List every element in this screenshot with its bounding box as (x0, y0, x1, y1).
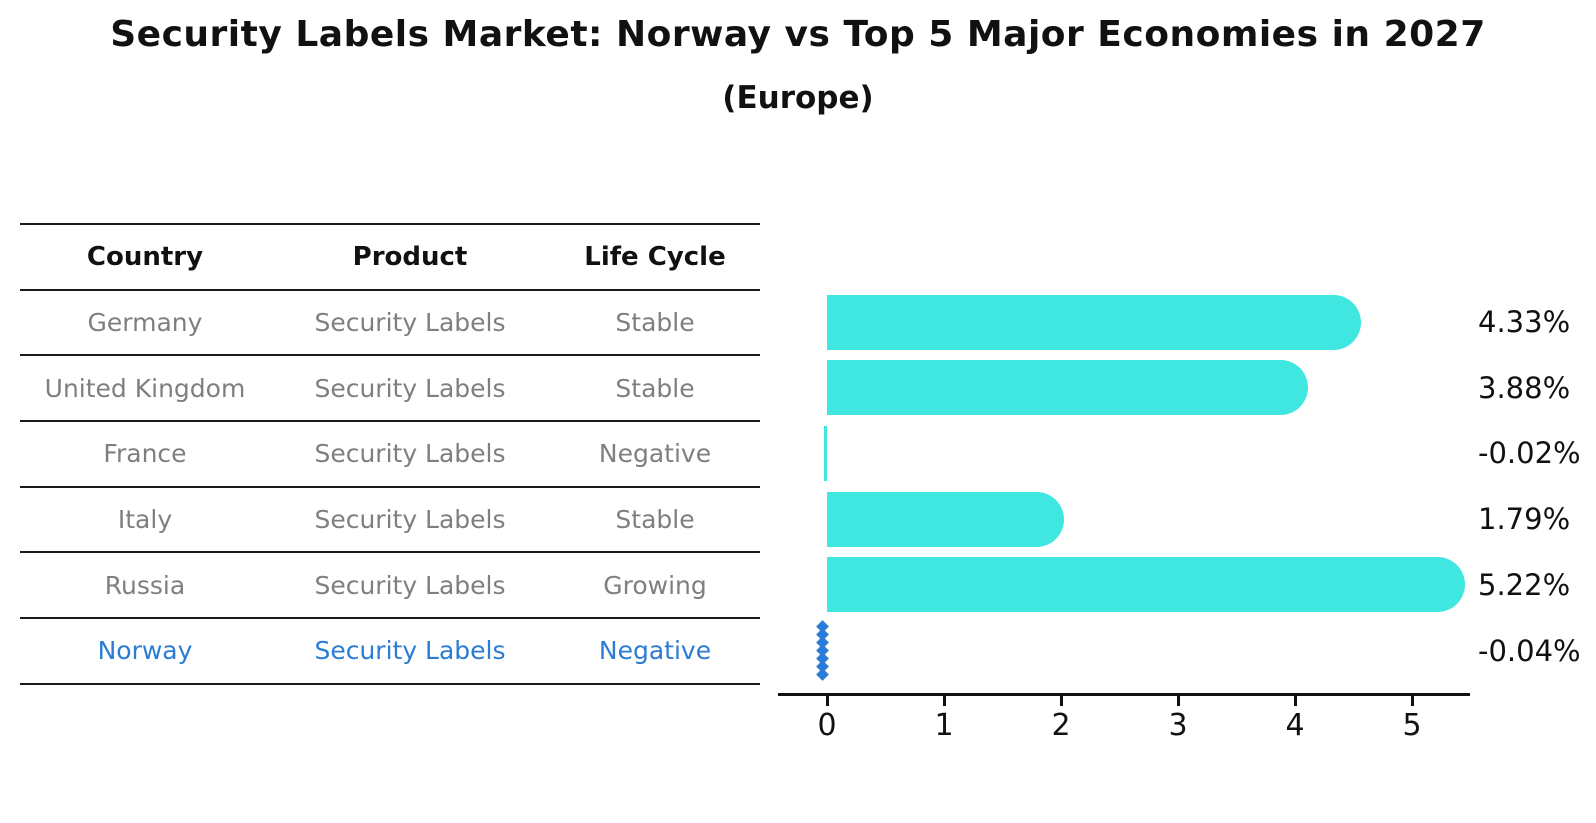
bar-value-label-germany: 4.33% (1478, 305, 1571, 339)
x-tick-mark (1176, 696, 1180, 706)
table-header-row: Country Product Life Cycle (20, 225, 760, 291)
bar-value-label-france: -0.02% (1478, 436, 1581, 471)
country-table: Country Product Life Cycle Germany Secur… (20, 223, 760, 685)
table-cell-life-cycle: Growing (603, 570, 707, 600)
table-row-france: France Security Labels Negative (20, 422, 760, 488)
x-tick-label: 0 (817, 708, 837, 743)
table-row-italy: Italy Security Labels Stable (20, 488, 760, 554)
x-tick-label: 4 (1285, 708, 1305, 743)
table-cell-country: United Kingdom (44, 373, 246, 403)
x-tick-mark (1059, 696, 1063, 706)
diamond-dot (815, 667, 829, 681)
table-cell-product: Security Labels (314, 636, 506, 666)
x-tick-mark (825, 696, 829, 706)
chart-subtitle: (Europe) (722, 80, 874, 116)
table-header-life-cycle: Life Cycle (584, 241, 726, 272)
table-cell-product: Security Labels (314, 308, 506, 338)
table-row-united-kingdom: United Kingdom Security Labels Stable (20, 356, 760, 423)
table-cell-country: Germany (87, 308, 203, 338)
x-tick-label: 2 (1051, 708, 1071, 743)
bar-value-label-united-kingdom: 3.88% (1478, 370, 1571, 405)
table-cell-country: Norway (97, 636, 193, 666)
table-row-germany: Germany Security Labels Stable (20, 291, 760, 357)
bar-united-kingdom (827, 360, 1309, 416)
x-tick-mark (1410, 696, 1414, 706)
bar-germany (827, 294, 1362, 350)
x-tick-mark (1293, 696, 1297, 706)
bar-value-label-norway: -0.04% (1478, 633, 1581, 668)
table-cell-life-cycle: Negative (598, 636, 712, 666)
norway-diamond-marker (815, 619, 829, 681)
chart-title: Security Labels Market: Norway vs Top 5 … (110, 14, 1486, 55)
x-tick-label: 5 (1402, 708, 1422, 743)
table-cell-product: Security Labels (314, 570, 506, 600)
x-axis-line (778, 693, 1470, 696)
table-cell-life-cycle: Stable (615, 505, 695, 535)
bar-france (824, 425, 827, 481)
table-cell-life-cycle: Stable (615, 308, 695, 338)
table-cell-product: Security Labels (314, 373, 506, 403)
bar-russia (827, 557, 1466, 613)
table-row-norway: Norway Security Labels Negative (20, 619, 760, 685)
bar-value-label-italy: 1.79% (1478, 502, 1571, 537)
x-tick-mark (942, 696, 946, 706)
table-cell-product: Security Labels (314, 439, 506, 469)
table-cell-country: France (103, 439, 187, 469)
table-cell-life-cycle: Negative (598, 439, 712, 469)
table-cell-product: Security Labels (314, 505, 506, 535)
table-header-product: Product (352, 241, 468, 272)
table-cell-country: Italy (117, 505, 173, 535)
x-tick-label: 3 (1168, 708, 1188, 743)
bar-value-label-russia: 5.22% (1478, 567, 1571, 602)
x-tick-label: 1 (934, 708, 954, 743)
table-cell-life-cycle: Stable (615, 373, 695, 403)
table-header-country: Country (86, 241, 204, 272)
table-cell-country: Russia (104, 570, 186, 600)
table-row-russia: Russia Security Labels Growing (20, 553, 760, 620)
bar-italy (827, 491, 1064, 547)
